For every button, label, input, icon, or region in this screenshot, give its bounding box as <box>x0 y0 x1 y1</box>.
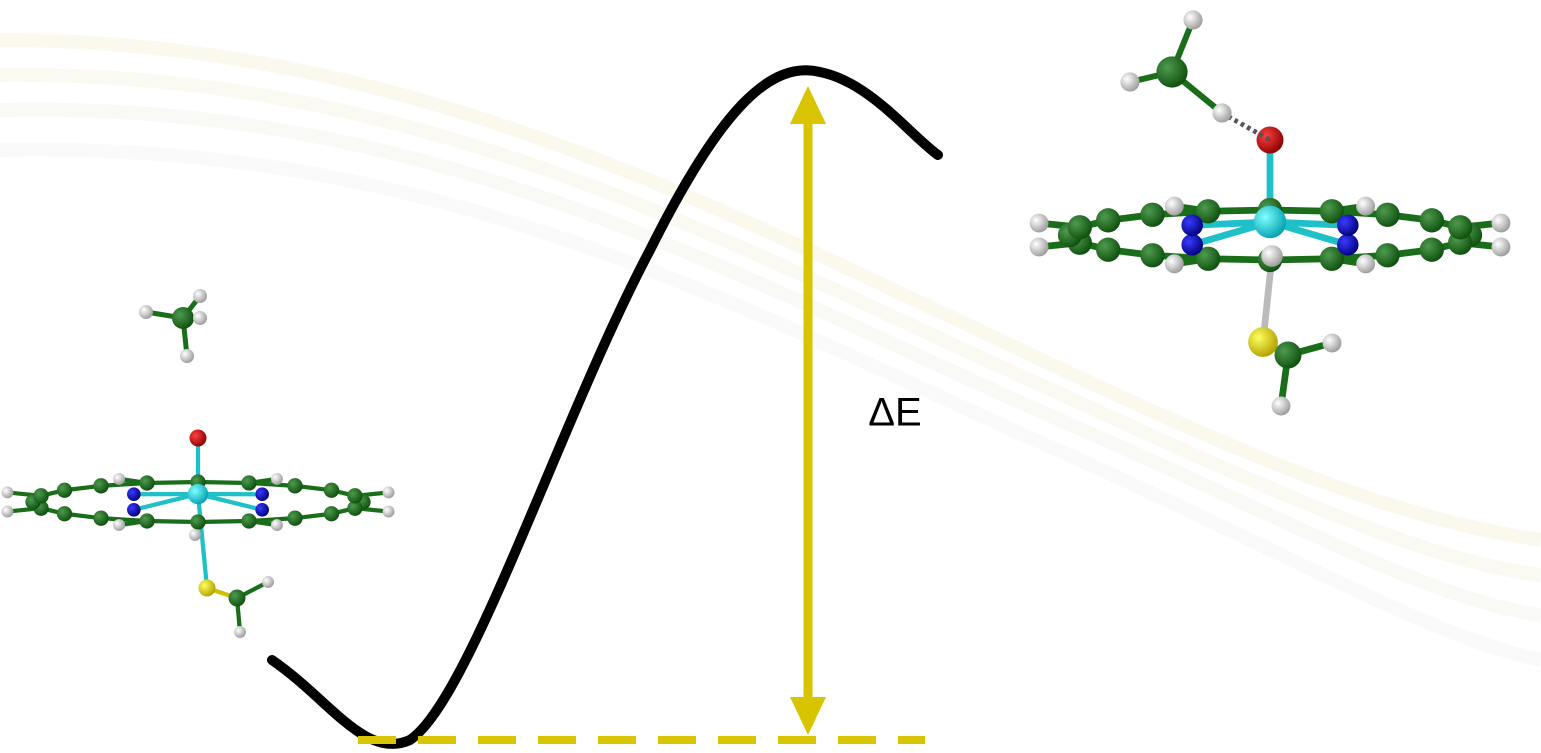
atom <box>234 626 246 638</box>
atom <box>1165 254 1184 273</box>
atom <box>271 519 283 531</box>
atom <box>33 488 48 503</box>
atom <box>1 486 13 498</box>
molecules <box>1 10 1510 638</box>
atom <box>1323 334 1342 353</box>
atom <box>1181 214 1203 236</box>
atom <box>255 487 269 501</box>
atom <box>1165 197 1184 216</box>
atom <box>1156 56 1187 87</box>
atom <box>1375 203 1399 227</box>
atom <box>190 514 205 529</box>
atom <box>1272 397 1291 416</box>
atom <box>1068 215 1092 239</box>
atom <box>1337 234 1359 256</box>
atom <box>113 473 125 485</box>
atom <box>383 486 395 498</box>
atom <box>1269 139 1271 141</box>
bond <box>198 494 207 588</box>
atom <box>139 475 154 490</box>
atom <box>1120 72 1139 91</box>
atom <box>324 506 339 521</box>
diagram: ΔE <box>0 0 1541 753</box>
atom <box>1261 245 1283 267</box>
atom <box>193 289 207 303</box>
atom <box>1 506 13 518</box>
atom <box>1140 203 1164 227</box>
atom <box>383 506 395 518</box>
molecule <box>1120 10 1271 141</box>
atom <box>180 349 194 363</box>
page: ΔE (() => { const data = JSON.parse(docu… <box>0 0 1541 753</box>
atom <box>93 511 108 526</box>
atom <box>287 478 302 493</box>
atom <box>199 580 216 597</box>
atom <box>189 529 201 541</box>
atom <box>1356 254 1375 273</box>
atom <box>241 513 256 528</box>
molecule <box>139 289 207 363</box>
atom <box>139 513 154 528</box>
atom <box>1183 10 1202 29</box>
energy-arrow <box>790 86 826 735</box>
atom <box>287 511 302 526</box>
atom <box>1096 208 1120 232</box>
atom <box>241 475 256 490</box>
atom <box>1030 214 1049 233</box>
delta-e-label: ΔE <box>868 391 921 435</box>
atom <box>57 506 72 521</box>
atom <box>1420 208 1444 232</box>
atom <box>57 483 72 498</box>
atom <box>127 487 141 501</box>
atom <box>324 483 339 498</box>
atom <box>347 488 362 503</box>
arrow-head-top <box>790 86 826 124</box>
arrow-head-bottom <box>790 697 826 735</box>
atom <box>193 311 207 325</box>
atom <box>1492 238 1511 257</box>
atom <box>172 307 194 329</box>
molecule <box>1 430 394 638</box>
molecule <box>1030 127 1511 416</box>
atom <box>1275 342 1302 369</box>
atom <box>1420 238 1444 262</box>
atom <box>271 473 283 485</box>
atom <box>1096 238 1120 262</box>
atom <box>190 430 207 447</box>
atom <box>1448 215 1472 239</box>
atom <box>188 484 208 504</box>
energy-curve <box>272 70 938 744</box>
atom <box>93 478 108 493</box>
atom <box>139 305 153 319</box>
atom <box>1030 238 1049 257</box>
atom <box>1140 243 1164 267</box>
atom <box>229 590 246 607</box>
atom <box>1492 214 1511 233</box>
atom <box>1337 214 1359 236</box>
atom <box>1375 243 1399 267</box>
atom <box>1248 327 1278 357</box>
atom <box>262 576 274 588</box>
atom <box>1254 206 1286 238</box>
atom <box>1356 197 1375 216</box>
atom <box>1181 234 1203 256</box>
atom <box>113 519 125 531</box>
atom <box>255 503 269 517</box>
atom <box>127 503 141 517</box>
atom <box>1212 103 1231 122</box>
swoosh <box>0 110 1541 615</box>
